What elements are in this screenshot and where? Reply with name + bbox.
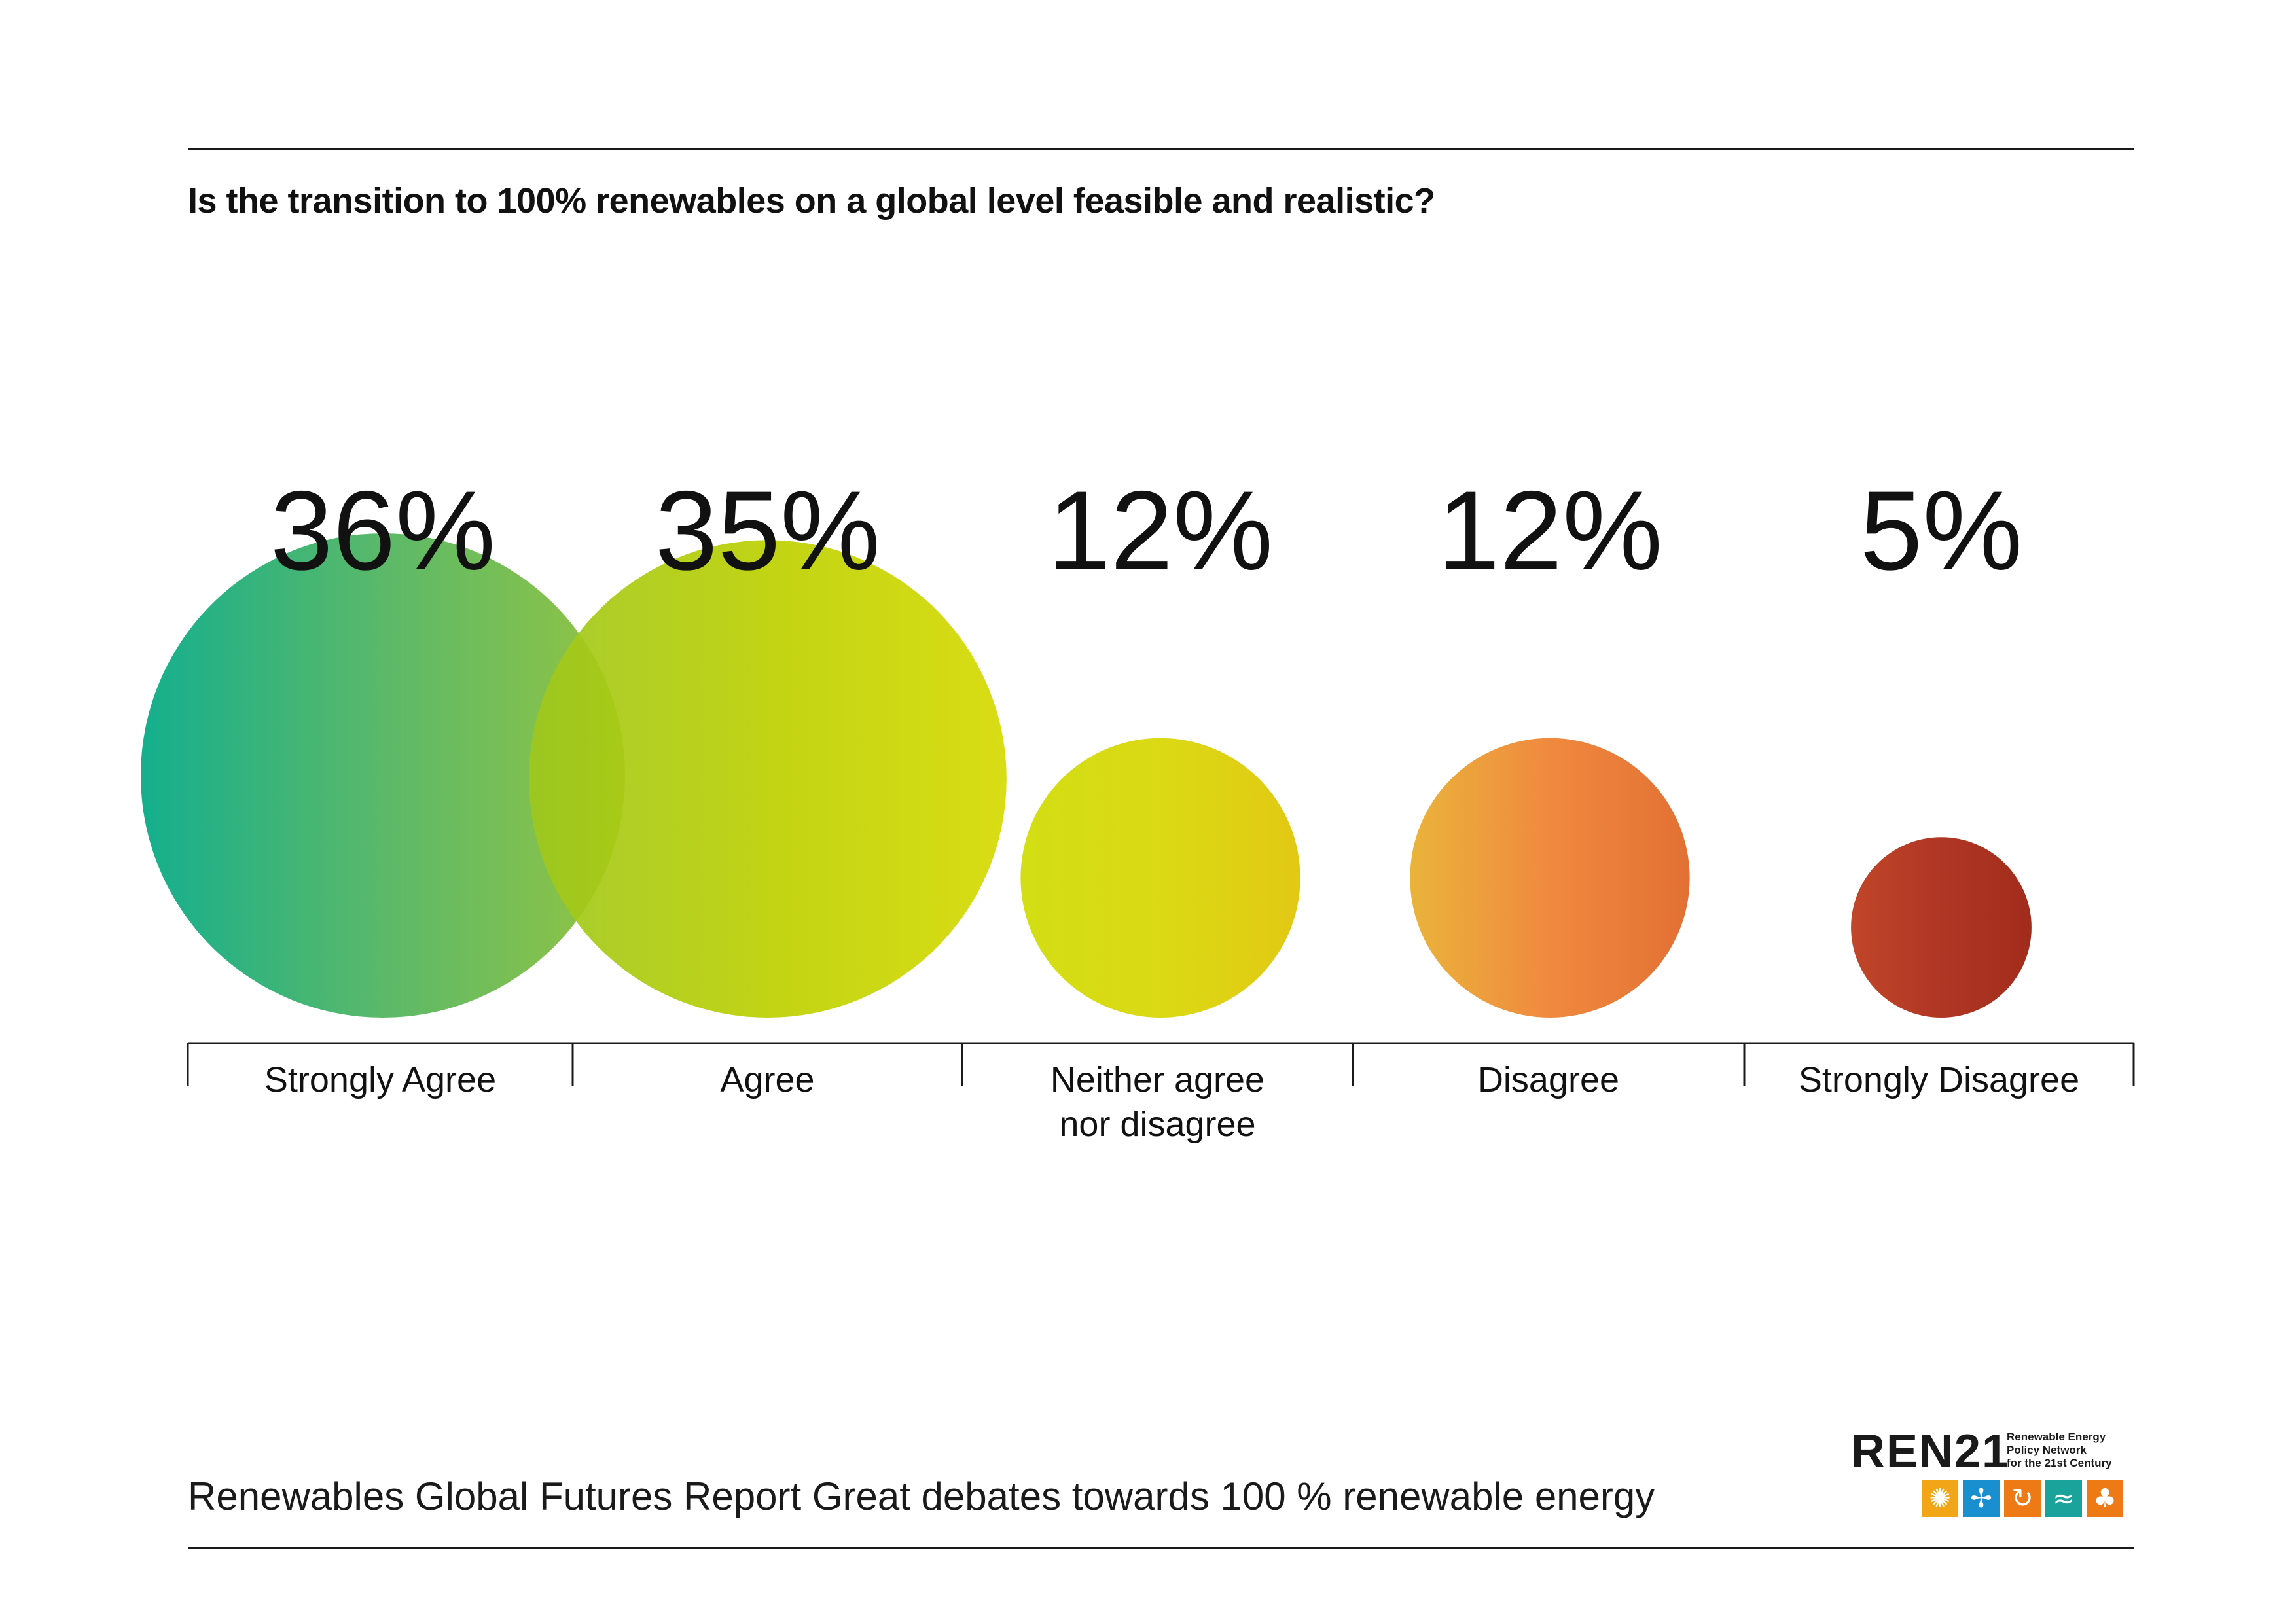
- water-icon: ≈: [2045, 1480, 2082, 1517]
- bubble-strongly-agree: [141, 533, 625, 1018]
- bubble-disagree: [1410, 738, 1690, 1018]
- logo-tagline-line: Policy Network: [2007, 1444, 2087, 1456]
- biomass-icon: ↻: [2004, 1480, 2041, 1517]
- bottom-rule: [188, 1547, 2134, 1549]
- value-label: 5%: [1860, 468, 2023, 594]
- sun-icon: ✺: [1922, 1480, 1958, 1517]
- value-label: 35%: [655, 468, 880, 594]
- category-label: Neither agree nor disagree: [1050, 1060, 1265, 1144]
- category-label: Strongly Agree: [264, 1060, 496, 1099]
- wind-icon: ✢: [1963, 1480, 2000, 1517]
- value-label: 12%: [1048, 468, 1273, 594]
- bubble-neither-agree-nor-disagree: [1020, 738, 1300, 1018]
- logo-icon-row: ✺ ✢ ↻ ≈ ♣: [1922, 1480, 2123, 1517]
- value-label: 36%: [270, 468, 495, 594]
- bubble-strongly-disagree: [1851, 837, 2032, 1018]
- ren21-logo: REN21 Renewable Energy Policy Network fo…: [1851, 1427, 2139, 1518]
- category-label: Strongly Disagree: [1799, 1060, 2079, 1099]
- category-label: Disagree: [1478, 1060, 1619, 1099]
- logo-tagline: Renewable Energy Policy Network for the …: [2007, 1431, 2144, 1470]
- logo-wordmark: REN21: [1851, 1425, 2010, 1478]
- logo-tagline-line: for the 21st Century: [2007, 1457, 2112, 1469]
- category-label: Agree: [720, 1060, 814, 1099]
- bubble-agree: [529, 540, 1007, 1018]
- value-label: 12%: [1437, 468, 1662, 594]
- logo-tagline-line: Renewable Energy: [2007, 1431, 2106, 1443]
- top-rule: [188, 148, 2134, 150]
- report-title: Renewables Global Futures Report Great d…: [188, 1474, 1655, 1518]
- geothermal-icon: ♣: [2087, 1480, 2123, 1517]
- chart-title: Is the transition to 100% renewables on …: [188, 181, 1435, 221]
